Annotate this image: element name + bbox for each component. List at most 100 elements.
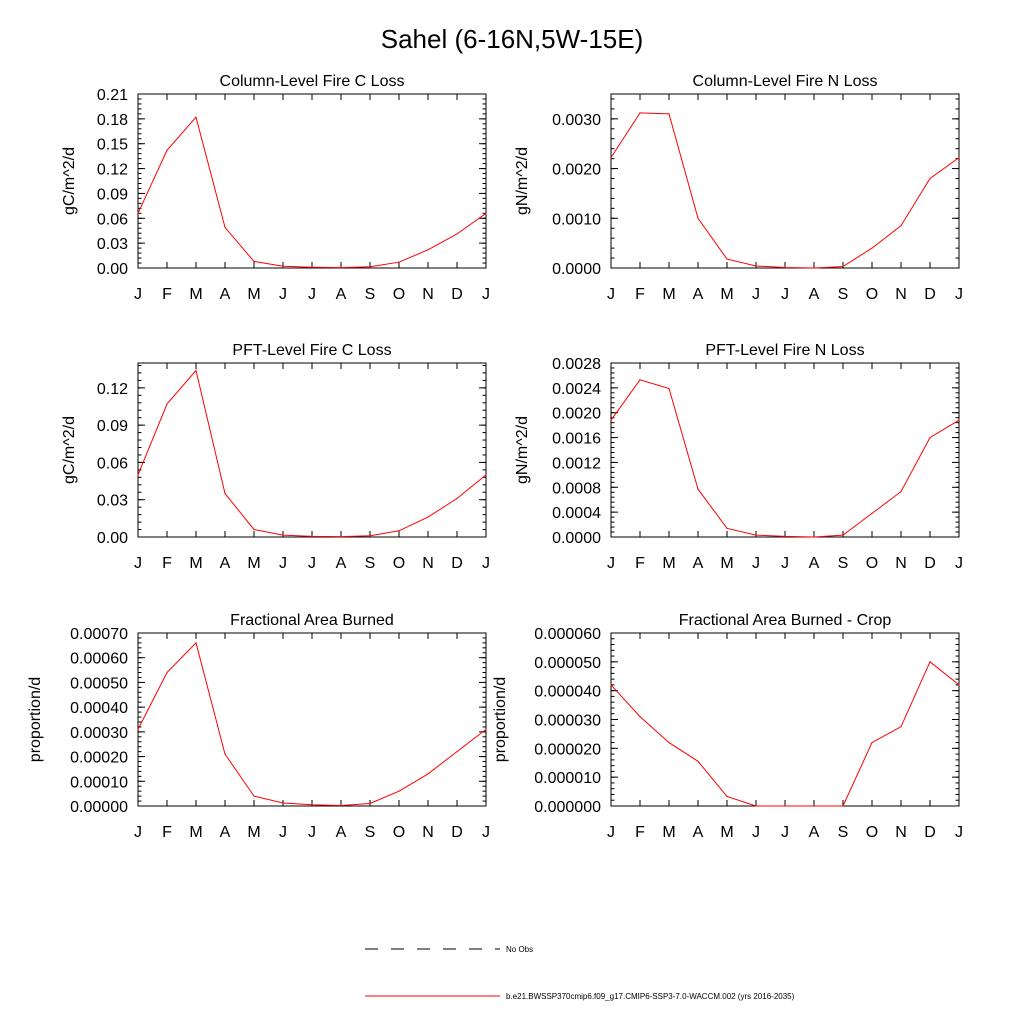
- x-tick-label: M: [189, 286, 202, 303]
- data-point: [929, 436, 931, 439]
- x-tick-label: J: [279, 824, 287, 841]
- x-tick-label: J: [781, 555, 789, 572]
- y-tick-label: 0.09: [97, 418, 128, 435]
- y-axis-label: gC/m^2/d: [61, 147, 78, 215]
- x-tick-label: A: [220, 824, 231, 841]
- data-point: [755, 805, 757, 807]
- series-line: [610, 379, 960, 538]
- x-tick-label: A: [336, 555, 347, 572]
- data-point: [726, 527, 728, 529]
- data-point: [610, 419, 612, 421]
- data-point: [871, 741, 873, 744]
- x-tick-label: M: [720, 824, 733, 841]
- x-tick-label: J: [134, 824, 142, 841]
- plot-frame: [137, 632, 487, 807]
- y-tick-label: 0.06: [97, 455, 128, 472]
- data-point: [340, 804, 342, 807]
- panel-title: Fractional Area Burned - Crop: [679, 612, 892, 629]
- data-point: [311, 266, 313, 268]
- x-tick-label: M: [247, 555, 260, 572]
- data-point: [871, 512, 873, 514]
- x-tick-label: O: [393, 286, 405, 303]
- x-tick-label: A: [220, 286, 231, 303]
- x-tick-label: J: [955, 286, 963, 303]
- legend-model-label: b.e21.BWSSP370cmip6.f09_g17.CMIP6-SSP3-7…: [506, 992, 795, 1001]
- data-point: [726, 795, 728, 798]
- y-tick-label: 0.09: [97, 186, 128, 203]
- x-tick-label: O: [393, 555, 405, 572]
- data-point: [842, 805, 844, 807]
- data-point: [958, 419, 960, 421]
- data-point: [166, 671, 168, 674]
- x-tick-label: J: [134, 286, 142, 303]
- x-tick-label: J: [308, 286, 316, 303]
- x-tick-label: M: [189, 824, 202, 841]
- x-tick-label: A: [693, 555, 704, 572]
- data-point: [340, 266, 342, 269]
- x-tick-label: D: [451, 824, 463, 841]
- x-tick-label: F: [635, 824, 645, 841]
- x-tick-label: N: [422, 286, 434, 303]
- x-tick-label: A: [220, 555, 231, 572]
- x-tick-label: A: [693, 286, 704, 303]
- data-point: [813, 536, 815, 538]
- panel-title: Fractional Area Burned: [230, 612, 394, 629]
- data-point: [166, 149, 168, 151]
- x-tick-label: N: [422, 824, 434, 841]
- data-point: [282, 802, 284, 804]
- data-point: [610, 157, 612, 159]
- y-tick-label: 0.21: [97, 87, 128, 104]
- y-axis-label: proportion/d: [27, 677, 44, 762]
- data-point: [755, 265, 757, 267]
- y-tick-label: 0.0028: [552, 356, 601, 373]
- data-point: [195, 369, 197, 372]
- y-tick-label: 0.03: [97, 236, 128, 253]
- panel-title: Column-Level Fire C Loss: [220, 73, 405, 90]
- data-point: [195, 642, 197, 644]
- data-point: [311, 535, 313, 537]
- data-point: [369, 802, 371, 805]
- data-point: [668, 113, 670, 115]
- x-tick-label: M: [662, 286, 675, 303]
- x-tick-label: O: [866, 555, 878, 572]
- x-tick-label: J: [752, 824, 760, 841]
- y-tick-label: 0.0004: [552, 505, 601, 522]
- x-tick-label: O: [866, 286, 878, 303]
- plot-frame: [137, 362, 487, 538]
- data-point: [755, 534, 757, 536]
- data-point: [900, 225, 902, 227]
- data-point: [369, 266, 371, 268]
- series-line: [610, 112, 960, 269]
- x-tick-label: J: [781, 824, 789, 841]
- x-tick-label: M: [247, 824, 260, 841]
- y-axis-label: gC/m^2/d: [61, 416, 78, 484]
- data-point: [224, 226, 226, 228]
- data-point: [813, 805, 815, 807]
- data-point: [668, 387, 670, 390]
- plot-frame: [137, 93, 487, 269]
- x-tick-label: J: [308, 555, 316, 572]
- data-point: [398, 261, 400, 263]
- y-tick-label: 0.0010: [552, 211, 601, 228]
- x-tick-label: J: [752, 555, 760, 572]
- data-point: [369, 535, 371, 537]
- data-point: [929, 661, 931, 663]
- data-point: [311, 804, 313, 806]
- panel-title: PFT-Level Fire N Loss: [705, 342, 864, 359]
- y-tick-label: 0.00: [97, 530, 128, 547]
- x-tick-label: A: [693, 824, 704, 841]
- x-tick-label: J: [279, 555, 287, 572]
- x-tick-label: D: [924, 824, 936, 841]
- y-tick-label: 0.00060: [70, 651, 128, 668]
- figure-title: Sahel (6-16N,5W-15E): [381, 24, 644, 54]
- y-axis-label: gN/m^2/d: [514, 147, 531, 215]
- data-point: [871, 247, 873, 249]
- data-point: [456, 233, 458, 235]
- y-tick-label: 0.00040: [70, 700, 128, 717]
- x-tick-label: J: [482, 286, 490, 303]
- data-point: [813, 267, 815, 269]
- x-tick-label: F: [162, 824, 172, 841]
- x-tick-label: M: [662, 824, 675, 841]
